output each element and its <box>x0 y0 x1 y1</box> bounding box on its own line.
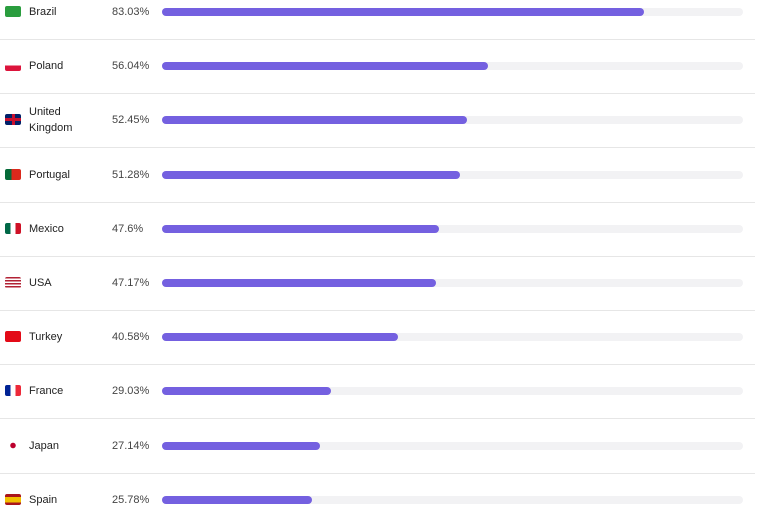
bar <box>162 224 439 233</box>
country-name: France <box>29 385 64 398</box>
country-row: United Kingdom 52.45% <box>0 93 755 147</box>
row-divider <box>0 147 755 149</box>
flag-icon <box>5 222 21 234</box>
country-name: Spain <box>29 493 58 506</box>
row-divider <box>0 418 755 420</box>
value-label: 29.03% <box>112 385 150 398</box>
row-divider <box>0 255 755 257</box>
row-divider <box>0 93 755 95</box>
flag-icon <box>5 331 21 343</box>
bar-track <box>162 279 743 287</box>
flag-icon <box>5 6 21 17</box>
value-label: 52.45% <box>112 114 150 127</box>
country-row: Brazil 83.03% <box>0 0 755 39</box>
row-divider <box>0 201 755 203</box>
bar <box>162 279 437 287</box>
flag-icon <box>5 439 21 451</box>
country-name: United Kingdom <box>29 106 73 135</box>
value-label: 27.14% <box>112 439 150 452</box>
bar <box>162 8 645 16</box>
country-row: USA 47.17% <box>0 256 755 310</box>
bar <box>162 170 460 179</box>
country-name: Portugal <box>29 168 70 181</box>
flag-icon <box>5 168 21 180</box>
value-label: 47.6% <box>112 222 144 235</box>
bar-track <box>162 116 743 125</box>
country-row: Mexico 47.6% <box>0 202 755 256</box>
country-name: Brazil <box>29 6 57 18</box>
row-divider <box>0 310 755 311</box>
value-label: 40.58% <box>112 331 150 344</box>
bar <box>162 62 488 71</box>
row-divider <box>0 39 755 40</box>
bar <box>162 116 467 125</box>
country-row: Spain 25.78% <box>0 473 755 522</box>
bar-track <box>162 170 743 179</box>
country-name: USA <box>29 277 52 289</box>
bar <box>162 441 320 450</box>
bar <box>162 387 331 396</box>
row-divider <box>0 472 755 474</box>
bar-track <box>162 495 743 504</box>
country-name: Japan <box>29 439 59 452</box>
row-divider <box>0 364 755 366</box>
value-label: 56.04% <box>112 60 150 73</box>
flag-icon <box>5 277 21 288</box>
country-row: Poland 56.04% <box>0 39 755 93</box>
bar <box>162 333 398 342</box>
value-label: 47.17% <box>112 277 150 289</box>
bar-track <box>162 8 743 16</box>
value-label: 25.78% <box>112 493 150 506</box>
value-label: 83.03% <box>112 6 150 18</box>
bar <box>162 495 312 504</box>
flag-icon <box>5 493 21 505</box>
bar-track <box>162 224 743 233</box>
country-row: Japan 27.14% <box>0 419 755 473</box>
country-row: France 29.03% <box>0 364 755 418</box>
country-row: Portugal 51.28% <box>0 148 755 202</box>
flag-icon <box>5 385 21 397</box>
bar-track <box>162 387 743 396</box>
flag-icon <box>5 60 21 72</box>
bar-track <box>162 333 743 342</box>
bar-track <box>162 62 743 71</box>
country-row: Turkey 40.58% <box>0 310 755 364</box>
country-name: Mexico <box>29 222 64 235</box>
country-name: Poland <box>29 60 64 73</box>
flag-icon <box>5 114 21 126</box>
country-name: Turkey <box>29 331 63 344</box>
bar-track <box>162 441 743 450</box>
value-label: 51.28% <box>112 168 150 181</box>
